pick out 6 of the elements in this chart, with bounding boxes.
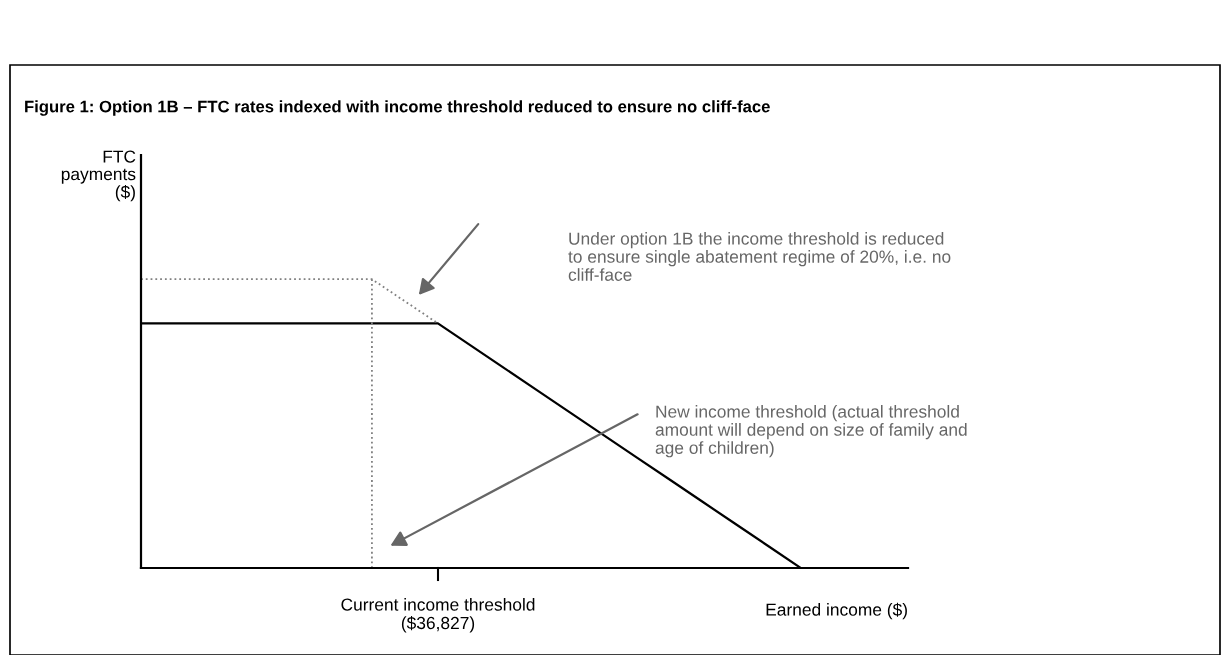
text: Current income threshold ($36,827) <box>341 598 535 633</box>
chart-title: Figure 1: Option 1B – FTC rates indexed with income threshold reduced to ensure no cliff-face <box>25 100 770 116</box>
annotation: Under option 1B the income threshold is reduced to ensure single abatement regime of 20%, i.e. no cliff-face <box>568 232 951 281</box>
annotation: New income threshold (actual threshold amount will depend on size of family and age of children) <box>655 405 967 458</box>
y-axis-title: FTC payments ($) <box>61 150 136 202</box>
x-axis-title: Earned income ($) <box>766 602 907 620</box>
